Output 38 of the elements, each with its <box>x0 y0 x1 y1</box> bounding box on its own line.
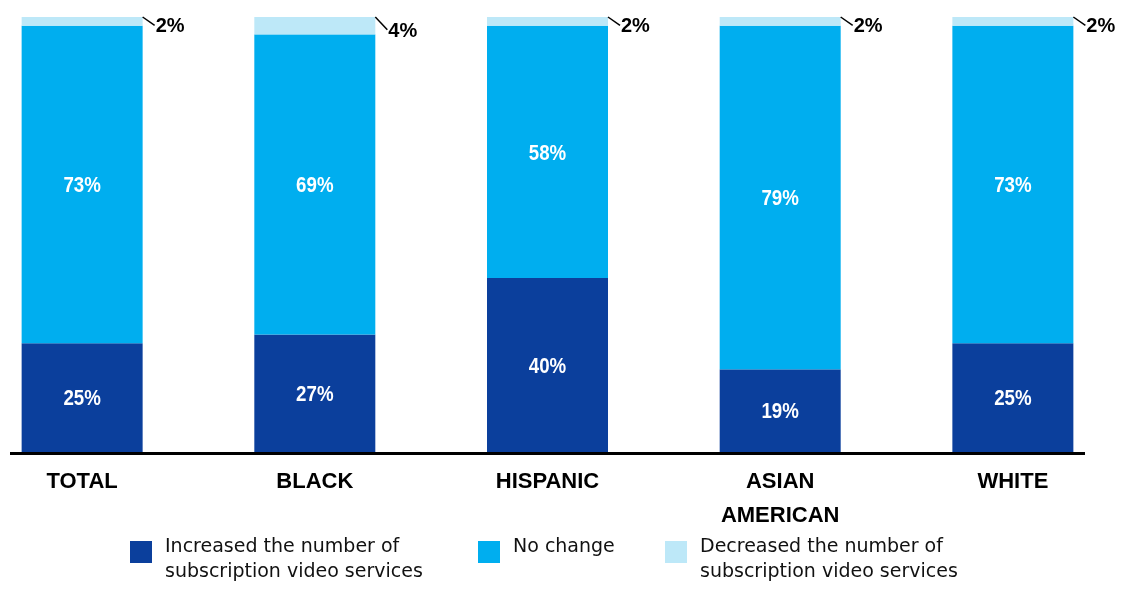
bar <box>719 17 841 26</box>
data-label: 27% <box>296 381 334 406</box>
data-label: 73% <box>994 172 1032 197</box>
bar <box>21 343 143 452</box>
data-label: 79% <box>761 185 799 210</box>
data-label: 2% <box>853 14 883 37</box>
x-tick-label: BLACK <box>276 468 354 493</box>
bar <box>952 343 1074 452</box>
bar <box>487 17 608 26</box>
bar <box>487 278 608 452</box>
bar <box>952 17 1074 26</box>
bar <box>487 25 608 278</box>
bar <box>719 369 841 452</box>
bar <box>952 25 1074 344</box>
x-tick-label: TOTAL <box>46 468 118 493</box>
bar <box>719 25 841 370</box>
bar <box>254 17 376 35</box>
legend-label: No change <box>513 534 615 556</box>
bar <box>21 17 143 26</box>
x-tick-label: WHITE <box>977 468 1049 493</box>
data-label: 2% <box>155 14 185 37</box>
legend-label: Decreased the number of subscription video services <box>700 534 958 581</box>
data-label: 58% <box>528 140 567 164</box>
data-label: 2% <box>1086 14 1116 37</box>
data-label: 19% <box>761 398 799 423</box>
x-tick-label: ASIAN AMERICAN <box>720 468 840 527</box>
data-label: 4% <box>388 18 418 41</box>
bar <box>21 25 143 344</box>
legend-label: Increased the number of subscription video services <box>165 534 423 581</box>
bar <box>254 34 376 335</box>
data-label: 73% <box>63 172 101 197</box>
bar <box>254 334 376 452</box>
data-label: 69% <box>296 172 334 197</box>
data-label: 25% <box>994 385 1032 410</box>
data-label: 25% <box>63 385 101 410</box>
data-label: 40% <box>528 353 567 378</box>
data-label: 2% <box>621 14 651 37</box>
x-tick-label: HISPANIC <box>495 468 600 493</box>
